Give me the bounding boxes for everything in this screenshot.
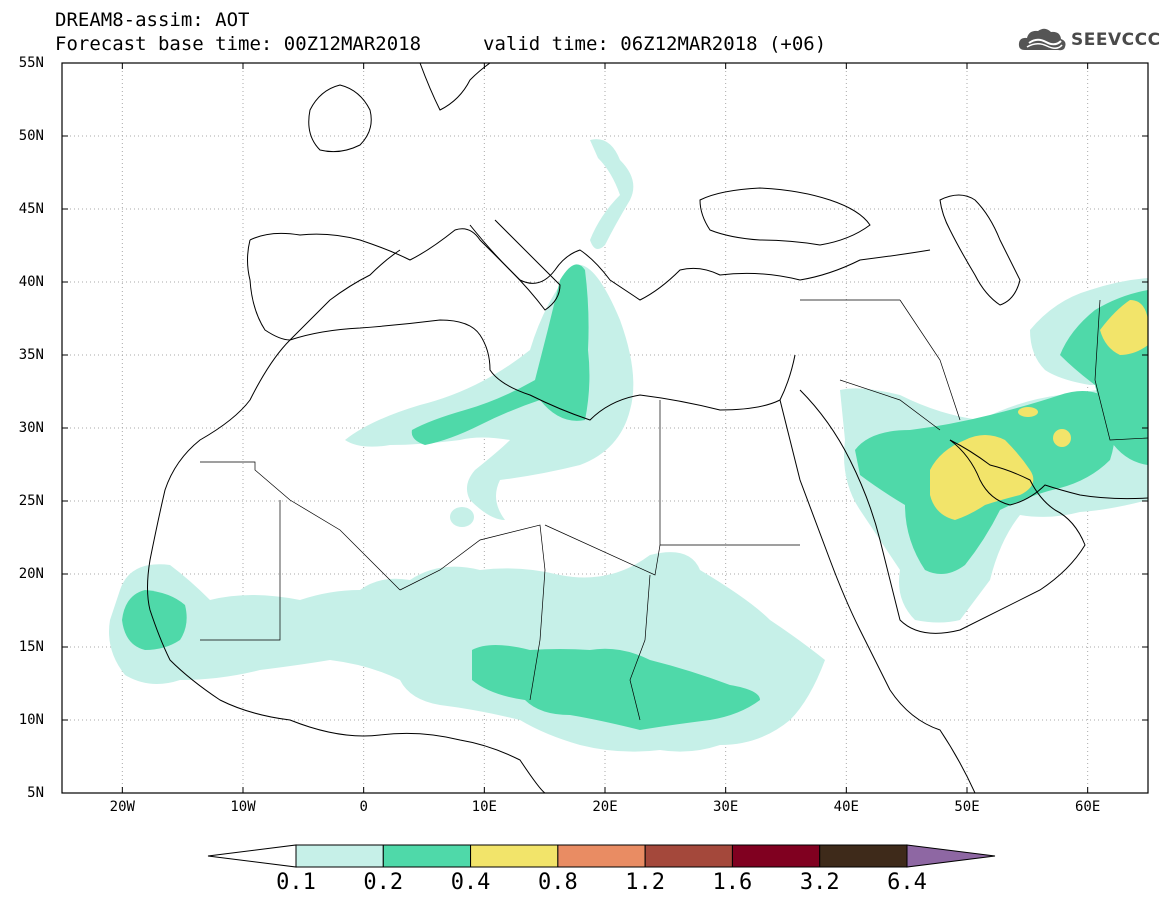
north-africa-coast — [289, 319, 796, 421]
aot-0.1-adriatic-trail — [590, 139, 634, 249]
coastlines — [147, 63, 1148, 793]
colorbar-segment — [819, 844, 908, 868]
colorbar-label: 0.1 — [276, 870, 316, 895]
africa-coastline — [147, 339, 546, 793]
red-sea-coast — [779, 399, 891, 691]
horn-africa-coast — [889, 689, 976, 793]
aot-0.4-patch-a — [1018, 407, 1038, 417]
cloud-icon — [1018, 28, 1066, 51]
caspian-coast — [939, 194, 1021, 306]
scandinavia-coast — [419, 63, 491, 111]
aot-0.1-libya — [345, 264, 634, 520]
seevccc-logo: SEEVCCC — [1017, 26, 1161, 54]
europe-coast — [249, 228, 931, 301]
lat-label: 10N — [18, 712, 44, 728]
colorbar-label: 3.2 — [799, 870, 840, 895]
lat-label: 30N — [18, 420, 44, 436]
forecast-base-time: Forecast base time: 00Z12MAR2018 — [55, 33, 422, 55]
border-sahara-2 — [200, 500, 281, 641]
aot-0.4-iran-ne — [1100, 300, 1148, 355]
colorbar-low-arrow — [207, 844, 297, 868]
country-borders — [200, 299, 1148, 721]
persian-gulf-coast — [949, 439, 1148, 506]
border-iran-afghan — [1094, 299, 1148, 441]
arabia-coast — [799, 389, 1086, 634]
lat-label: 20N — [18, 566, 44, 582]
border-iran-iraq — [899, 299, 961, 421]
aot-0.2-sahel-belt — [472, 645, 760, 730]
lon-label: 10E — [471, 799, 497, 815]
lat-label: 45N — [18, 201, 44, 217]
lat-label: 5N — [27, 785, 44, 801]
lat-label: 50N — [18, 128, 44, 144]
italy-coast — [469, 219, 561, 311]
colorbar-segment — [470, 844, 559, 868]
border-libya-chad — [544, 524, 661, 576]
lat-label: 35N — [18, 347, 44, 363]
aot-fields — [109, 139, 1148, 752]
lon-label: 40E — [833, 799, 859, 815]
lat-label: 55N — [18, 55, 44, 71]
lon-label: 20E — [592, 799, 618, 815]
colorbar-label: 0.4 — [450, 870, 491, 895]
border-niger-chad — [529, 569, 546, 701]
colorbar-label: 1.6 — [712, 870, 753, 895]
lat-label: 15N — [18, 639, 44, 655]
colorbar-label: 0.2 — [363, 870, 404, 895]
lon-label: 10W — [230, 799, 256, 815]
lon-label: 0 — [359, 799, 368, 815]
colorbar-segment — [382, 844, 472, 868]
colorbar-segment — [731, 844, 821, 868]
lon-label: 30E — [713, 799, 739, 815]
border-saudi-iraq — [839, 379, 941, 431]
aot-0.4-patch-b — [1053, 429, 1071, 447]
lat-label: 40N — [18, 274, 44, 290]
colorbar — [207, 844, 996, 868]
lat-label: 25N — [18, 493, 44, 509]
lon-label: 50E — [954, 799, 980, 815]
logo-text: SEEVCCC — [1071, 30, 1161, 50]
aot-0.4-contour — [930, 300, 1148, 520]
colorbar-segment — [557, 844, 646, 868]
border-libya-egypt — [659, 400, 800, 546]
valid-time: valid time: 06Z12MAR2018 (+06) — [483, 33, 827, 55]
uk-coast — [308, 84, 372, 153]
axis-ticks — [62, 62, 1148, 794]
aot-0.1-patch-a — [450, 507, 474, 527]
lon-label: 20W — [109, 799, 135, 815]
iberia-coast — [247, 239, 401, 341]
colorbar-label: 6.4 — [887, 870, 927, 895]
aot-0.2-senegal — [122, 590, 187, 650]
lon-label: 60E — [1075, 799, 1101, 815]
colorbar-segment — [644, 844, 733, 868]
border-sahara-1 — [200, 461, 401, 591]
border-algeria-niger — [399, 524, 546, 591]
aot-0.1-west-sahel — [109, 552, 825, 752]
aot-0.2-libya-plume — [411, 264, 590, 445]
colorbar-segment — [295, 844, 384, 868]
aot-0.4-gulf — [930, 435, 1034, 520]
colorbar-label: 1.2 — [625, 870, 666, 895]
map-title: DREAM8-assim: AOT — [55, 9, 250, 31]
colorbar-high-arrow — [906, 844, 996, 868]
black-sea-coast — [699, 187, 871, 246]
border-chad-sudan — [629, 574, 651, 721]
colorbar-label: 0.8 — [537, 870, 578, 895]
